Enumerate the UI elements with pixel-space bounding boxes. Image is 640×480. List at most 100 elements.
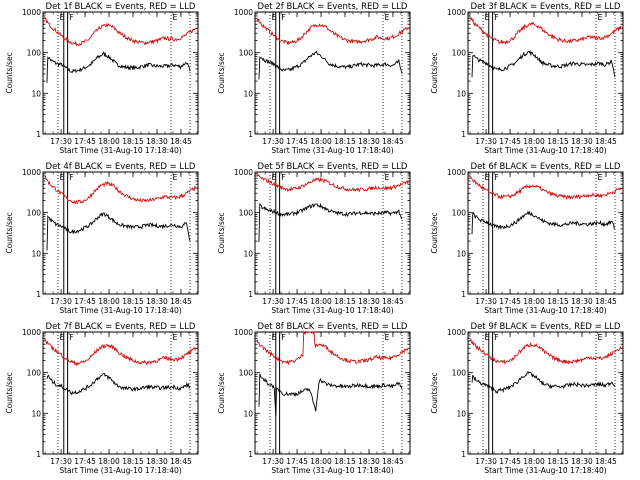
x-tick-label: 17:45	[286, 137, 308, 146]
panel-title: Det 4f BLACK = Events, RED = LLD	[46, 162, 196, 172]
x-axis-label: Start Time (31-Aug-10 17:18:40)	[484, 146, 606, 155]
x-tick-label: 18:15	[122, 137, 144, 146]
y-tick-label: 10	[456, 249, 466, 258]
marker-label: F	[281, 173, 286, 182]
marker-label: F	[281, 333, 286, 342]
marker-label: F	[69, 173, 74, 182]
series-line-lld	[44, 175, 197, 205]
y-tick-label: 10	[243, 249, 253, 258]
y-tick-label: 10	[31, 249, 41, 258]
x-tick-label: 17:30	[475, 297, 497, 306]
y-tick-label: 1	[248, 130, 253, 139]
y-axis-label: Counts/sec	[430, 212, 439, 253]
y-tick-label: 100	[27, 49, 42, 58]
y-tick-label: 100	[27, 369, 42, 378]
y-tick-label: 10	[31, 89, 41, 98]
panel-title: Det 6f BLACK = Events, RED = LLD	[471, 162, 621, 172]
y-tick-label: 100	[452, 209, 467, 218]
x-tick-label: 18:30	[571, 457, 593, 466]
panel-1: Det 1f BLACK = Events, RED = LLD 1 10 100 10…	[5, 2, 199, 155]
x-tick-label: 17:45	[286, 297, 308, 306]
marker-label: E	[172, 173, 177, 182]
x-tick-label: 17:45	[74, 457, 96, 466]
x-tick-label: 18:15	[547, 297, 569, 306]
x-tick-label: 18:15	[122, 457, 144, 466]
y-axis-label: Counts/sec	[217, 52, 226, 93]
x-tick-label: 18:00	[310, 457, 332, 466]
panel-title: Det 1f BLACK = Events, RED = LLD	[46, 2, 196, 12]
marker-label: F	[494, 173, 499, 182]
x-tick-label: 17:30	[50, 137, 72, 146]
x-tick-label: 18:45	[595, 137, 617, 146]
x-tick-label: 18:15	[547, 457, 569, 466]
marker-label: E	[597, 333, 602, 342]
x-axis-label: Start Time (31-Aug-10 17:18:40)	[271, 146, 393, 155]
panel-title: Det 2f BLACK = Events, RED = LLD	[258, 2, 408, 12]
plot-frame	[42, 331, 199, 455]
series-line-events	[258, 50, 403, 80]
x-axis-label: Start Time (31-Aug-10 17:18:40)	[59, 306, 181, 315]
series-line-lld	[469, 338, 622, 365]
x-tick-label: 18:45	[382, 457, 404, 466]
y-tick-label: 1000	[234, 328, 253, 337]
marker-label: E	[485, 173, 490, 182]
x-axis-label: Start Time (31-Aug-10 17:18:40)	[59, 146, 181, 155]
plot-frame	[254, 171, 411, 295]
y-tick-label: 1000	[447, 168, 466, 177]
x-tick-label: 17:30	[262, 457, 284, 466]
x-tick-label: 18:15	[334, 457, 356, 466]
marker-label: E	[597, 173, 602, 182]
x-tick-label: 17:45	[74, 297, 96, 306]
x-tick-label: 17:30	[262, 297, 284, 306]
x-tick-label: 18:45	[382, 297, 404, 306]
x-tick-label: 18:30	[571, 297, 593, 306]
panel-5: Det 5f BLACK = Events, RED = LLD 1 10 100 10…	[217, 162, 411, 315]
y-tick-label: 1	[461, 450, 466, 459]
x-tick-label: 18:30	[571, 137, 593, 146]
x-tick-label: 18:00	[523, 457, 545, 466]
x-tick-label: 18:00	[310, 137, 332, 146]
x-tick-label: 17:30	[475, 137, 497, 146]
marker-label: E	[597, 13, 602, 22]
marker-label: E	[172, 333, 177, 342]
x-tick-label: 17:45	[499, 457, 521, 466]
plot-frame	[467, 331, 624, 455]
marker-label: E	[384, 13, 389, 22]
y-axis-label: Counts/sec	[5, 372, 14, 413]
x-tick-label: 17:45	[286, 457, 308, 466]
x-tick-label: 18:45	[382, 137, 404, 146]
x-tick-label: 17:30	[50, 457, 72, 466]
marker-label: E	[272, 173, 277, 182]
panel-4: Det 4f BLACK = Events, RED = LLD 1 10 100 10…	[5, 162, 199, 315]
y-axis-label: Counts/sec	[217, 372, 226, 413]
x-tick-label: 18:00	[98, 297, 120, 306]
marker-label: E	[272, 333, 277, 342]
x-axis-label: Start Time (31-Aug-10 17:18:40)	[484, 306, 606, 315]
x-tick-label: 18:00	[310, 297, 332, 306]
y-tick-label: 1	[248, 450, 253, 459]
series-line-events	[46, 212, 191, 251]
x-tick-label: 17:30	[262, 137, 284, 146]
x-tick-label: 18:15	[122, 297, 144, 306]
panel-title: Det 7f BLACK = Events, RED = LLD	[46, 322, 196, 332]
y-tick-label: 100	[239, 49, 254, 58]
y-tick-label: 10	[243, 89, 253, 98]
x-tick-label: 17:45	[74, 137, 96, 146]
y-tick-label: 1	[461, 290, 466, 299]
series-line-events	[46, 372, 191, 396]
panel-title: Det 3f BLACK = Events, RED = LLD	[471, 2, 621, 12]
plot-frame	[42, 171, 199, 295]
panel-title: Det 5f BLACK = Events, RED = LLD	[258, 162, 408, 172]
y-tick-label: 10	[456, 409, 466, 418]
y-axis-label: Counts/sec	[5, 212, 14, 253]
marker-label: F	[281, 13, 286, 22]
marker-label: E	[485, 13, 490, 22]
x-tick-label: 18:45	[170, 137, 192, 146]
marker-label: E	[384, 173, 389, 182]
panel-2: Det 2f BLACK = Events, RED = LLD 1 10 100 10…	[217, 2, 411, 155]
x-tick-label: 18:30	[146, 457, 168, 466]
plot-frame	[254, 11, 411, 135]
panel-8: Det 8f BLACK = Events, RED = LLD 1 10 100 10…	[217, 322, 411, 475]
x-axis-label: Start Time (31-Aug-10 17:18:40)	[271, 466, 393, 475]
x-tick-label: 18:30	[358, 297, 380, 306]
